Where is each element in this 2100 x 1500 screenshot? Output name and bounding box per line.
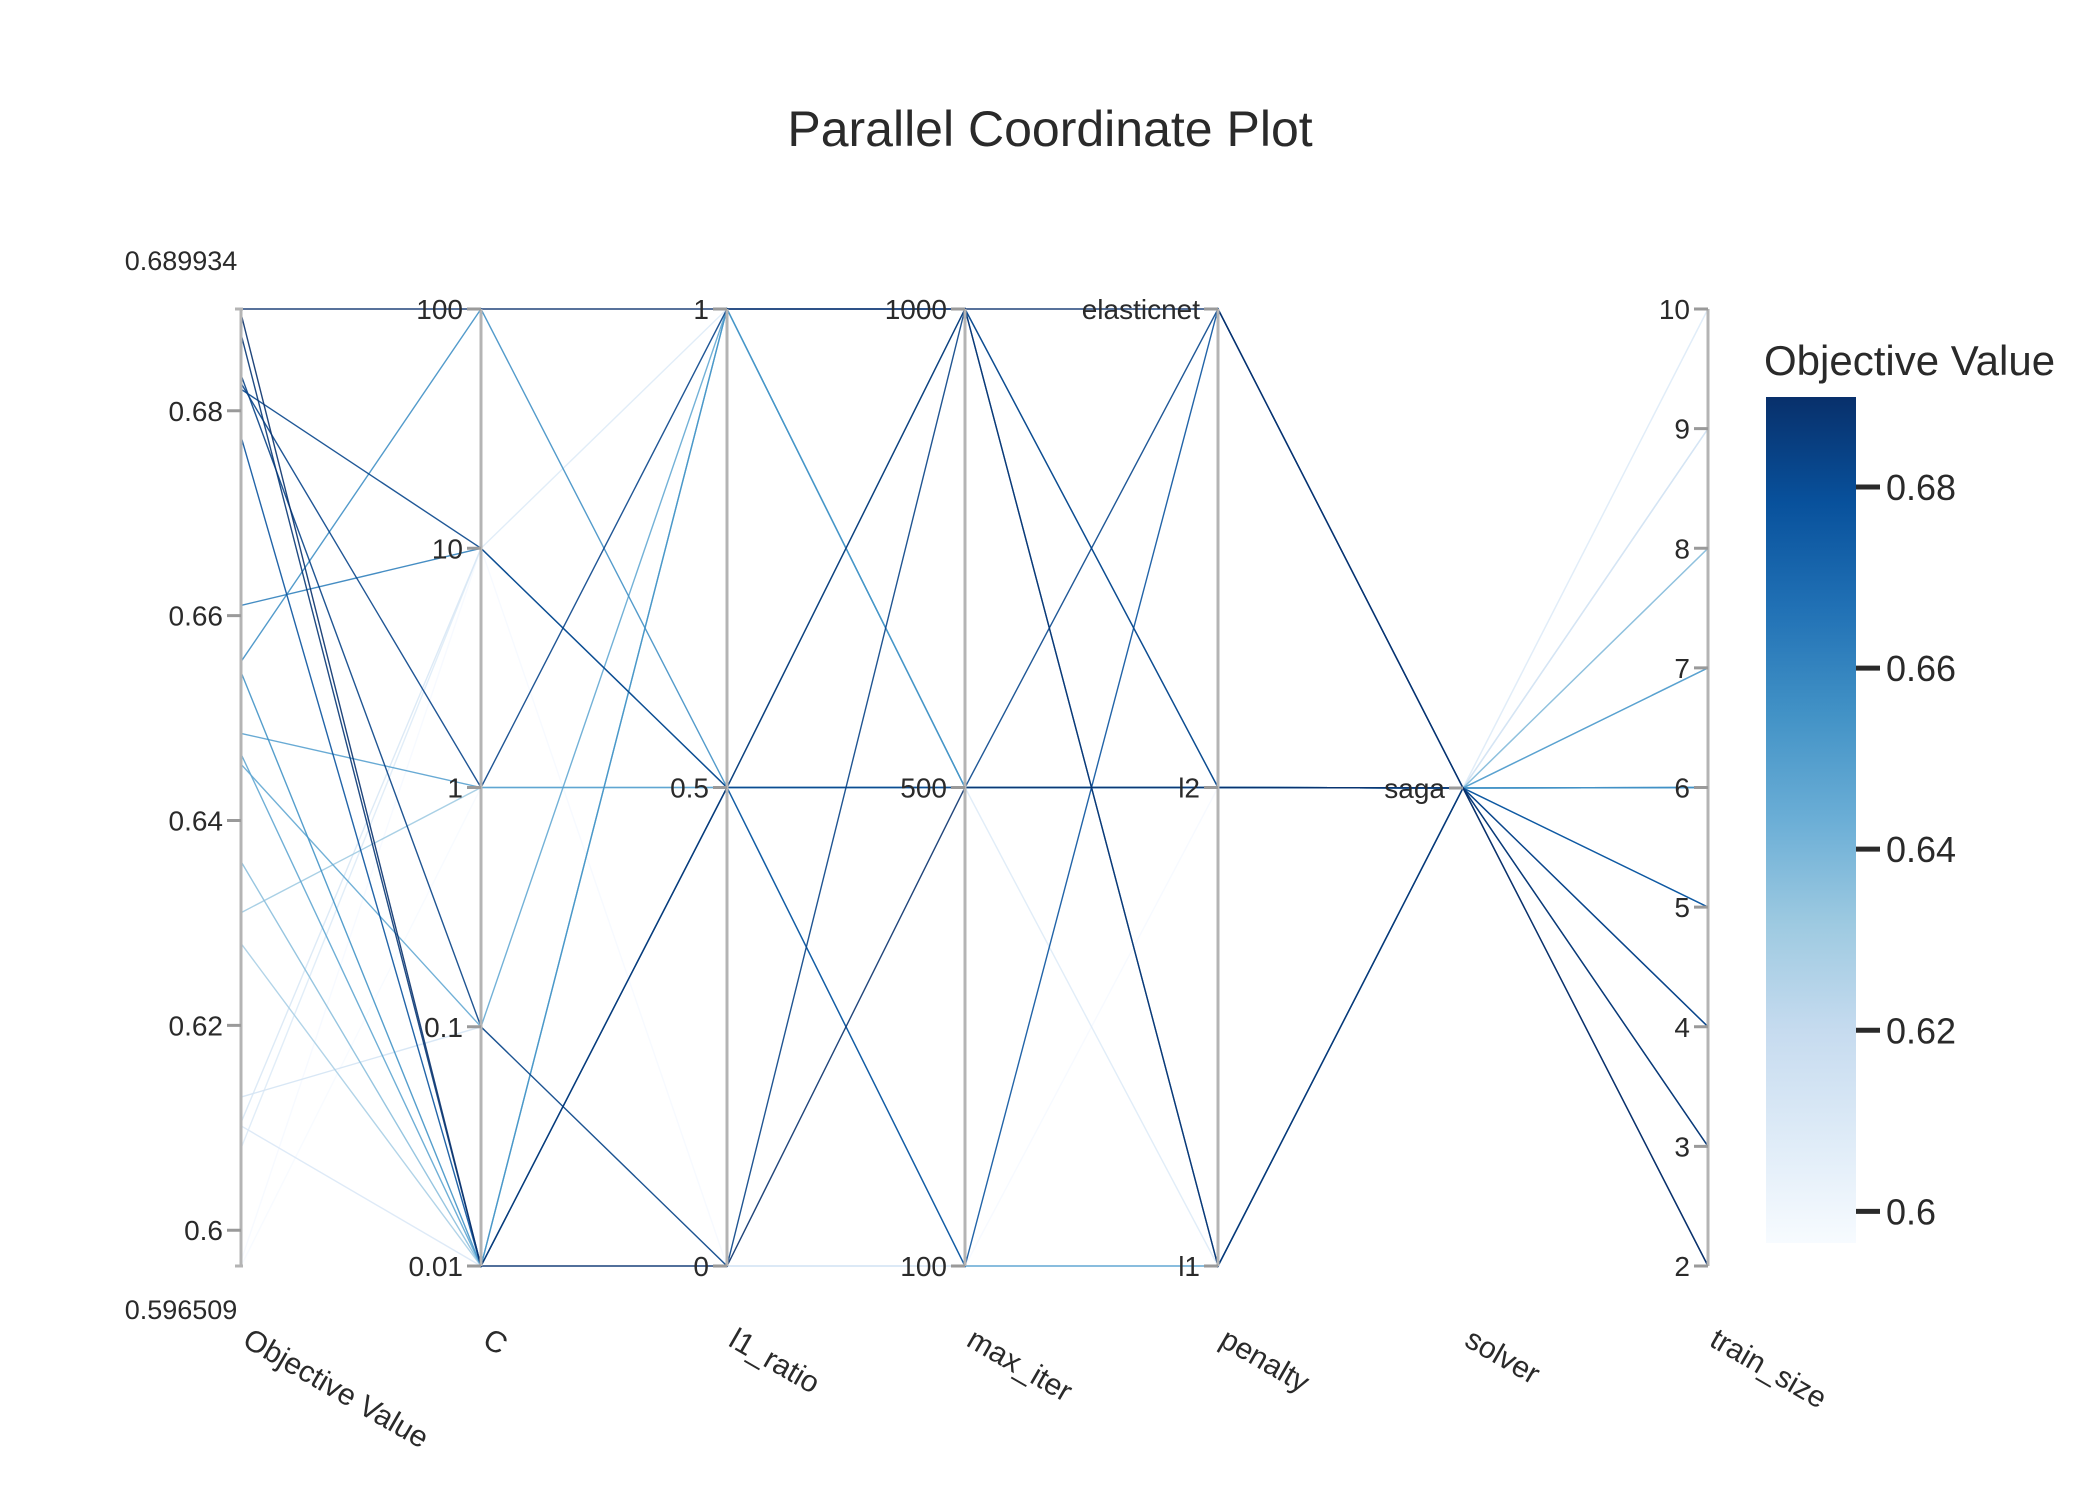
tick-label: 0.6 xyxy=(184,1215,223,1246)
tick-label: 100 xyxy=(900,1251,947,1282)
tick-label: l2 xyxy=(1178,773,1200,804)
tick-label: 10 xyxy=(432,533,463,564)
tick-label: 1000 xyxy=(885,294,947,325)
tick-label: 0.64 xyxy=(169,805,224,836)
trial-line xyxy=(240,308,1709,1028)
tick-label: 0.62 xyxy=(169,1010,224,1041)
range-min-label: 0.596509 xyxy=(125,1295,238,1325)
tick-label: 8 xyxy=(1674,533,1690,564)
axis-max_iter[interactable]: 1000 500 100 max_iter xyxy=(885,294,1078,1409)
colorbar-tick-label: 0.6 xyxy=(1886,1191,1936,1232)
axis-title: C xyxy=(478,1322,513,1361)
trial-line xyxy=(240,307,1709,1028)
tick-label: 0 xyxy=(693,1251,709,1282)
tick-label: 0.66 xyxy=(169,601,224,632)
range-max-label: 0.689934 xyxy=(125,246,238,276)
colorbar-title: Objective Value xyxy=(1764,337,2055,384)
trial-line xyxy=(240,667,1709,1268)
colorbar-gradient xyxy=(1766,397,1856,1243)
axis-title: max_iter xyxy=(962,1322,1078,1408)
tick-label: 4 xyxy=(1674,1012,1690,1043)
tick-label: 1 xyxy=(693,294,709,325)
colorbar-tick-label: 0.66 xyxy=(1886,648,1956,689)
colorbar-tick-label: 0.64 xyxy=(1886,829,1956,870)
axis-objective-value[interactable]: 0.689934 0.596509 0.6 0.62 0.64 0.66 0.68 Objec… xyxy=(125,246,434,1455)
colorbar-tick-label: 0.68 xyxy=(1886,467,1956,508)
tick-label: elasticnet xyxy=(1082,294,1201,325)
tick-label: 7 xyxy=(1674,653,1690,684)
axis-title: penalty xyxy=(1215,1322,1315,1399)
colorbar: Objective Value 0.6 0.62 0.64 0.66 0.68 xyxy=(1764,337,2055,1243)
tick-label: 0.68 xyxy=(169,396,224,427)
tick-label: 0.5 xyxy=(670,773,709,804)
chart-title: Parallel Coordinate Plot xyxy=(787,101,1313,157)
axis-title: solver xyxy=(1460,1322,1546,1391)
axis-c[interactable]: 100 10 1 0.1 0.01 C xyxy=(409,294,513,1362)
tick-label: 10 xyxy=(1659,294,1690,325)
tick-label: 0.01 xyxy=(409,1251,464,1282)
tick-label: l1 xyxy=(1178,1251,1200,1282)
trial-line xyxy=(240,547,1709,908)
axis-title: l1_ratio xyxy=(724,1322,826,1400)
tick-label: 500 xyxy=(900,773,947,804)
colorbar-tick-label: 0.62 xyxy=(1886,1010,1956,1051)
axis-solver[interactable]: saga solver xyxy=(1384,773,1545,1391)
tick-label: 6 xyxy=(1674,773,1690,804)
axis-title: Objective Value xyxy=(238,1322,435,1455)
tick-label: 9 xyxy=(1674,414,1690,445)
tick-label: saga xyxy=(1384,773,1445,804)
tick-label: 1 xyxy=(447,773,463,804)
tick-label: 2 xyxy=(1674,1251,1690,1282)
axes: 0.689934 0.596509 0.6 0.62 0.64 0.66 0.68 Objec… xyxy=(125,246,1833,1455)
axis-penalty[interactable]: elasticnet l2 l1 penalty xyxy=(1082,294,1315,1399)
trial-line xyxy=(240,307,1709,1029)
axis-title: train_size xyxy=(1705,1322,1833,1415)
tick-label: 5 xyxy=(1674,892,1690,923)
tick-label: 100 xyxy=(416,294,463,325)
tick-label: 3 xyxy=(1674,1131,1690,1162)
tick-label: 0.1 xyxy=(424,1012,463,1043)
